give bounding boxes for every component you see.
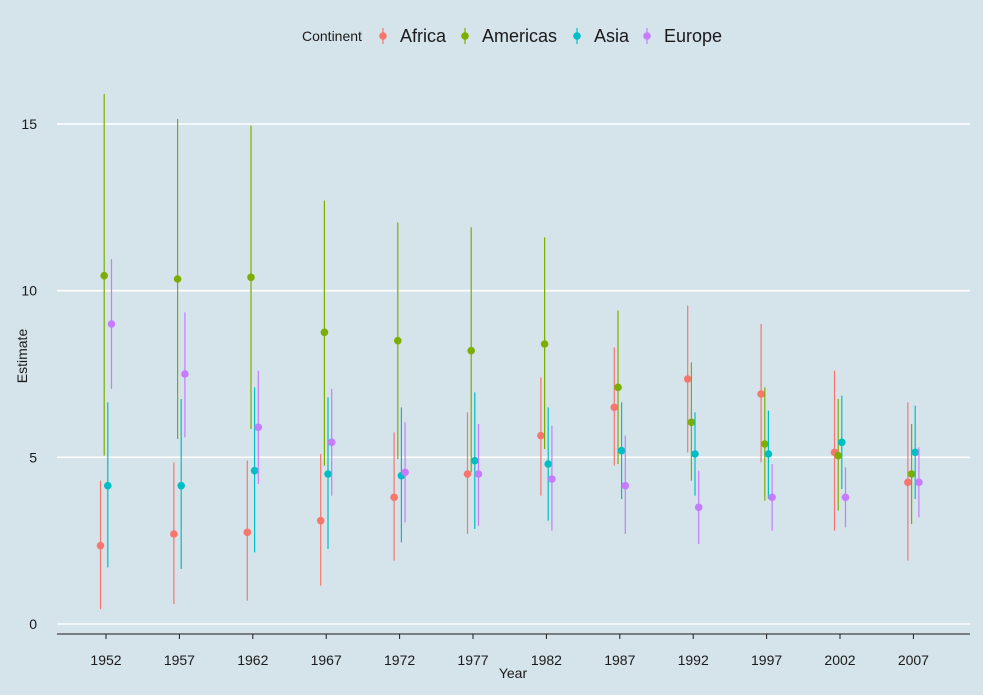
point-asia-1977 [471,456,479,465]
point-asia-1957 [177,481,185,490]
point-europe-1952 [107,320,116,328]
x-axis: 1952 1957 1962 1967 1972 1977 1982 1987 1992 1997… [57,633,970,668]
legend-key-point-americas [461,32,469,40]
y-tick-label-10: 10 [21,283,37,299]
x-tick-label-2002: 2002 [824,652,855,668]
legend-key-asia [573,28,581,44]
point-asia-2002 [838,438,846,447]
point-europe-1962 [254,423,263,432]
x-tick-label-1952: 1952 [90,652,121,668]
point-europe-1972 [401,468,409,477]
point-africa-1982 [537,431,545,440]
legend-key-americas [461,28,469,44]
point-asia-1982 [544,460,552,468]
y-tick-label-0: 0 [29,616,37,632]
x-tick-label-1957: 1957 [164,652,195,668]
point-americas-1957 [173,275,182,283]
x-tick-label-1967: 1967 [311,652,342,668]
point-africa-1997 [757,390,765,398]
point-africa-1992 [683,375,692,383]
legend-label-africa: Africa [400,26,447,46]
legend-key-europe [643,28,651,44]
y-axis: 0 5 10 15 [21,116,37,632]
series-asia [104,387,919,569]
x-tick-label-1962: 1962 [237,652,268,668]
point-americas-1997 [761,440,769,448]
legend-title: Continent [302,28,362,44]
point-africa-2007 [904,478,912,487]
x-tick-label-1977: 1977 [457,652,488,668]
point-europe-1982 [548,475,556,483]
point-americas-2002 [834,451,842,460]
legend-label-americas: Americas [482,26,557,46]
point-asia-1962 [250,466,259,475]
legend: Continent Africa Americas Asia Europe [302,26,722,46]
x-tick-label-1992: 1992 [678,652,709,668]
point-americas-1977 [467,346,476,355]
x-tick-label-1987: 1987 [604,652,635,668]
legend-label-europe: Europe [664,26,722,46]
legend-key-point-asia [573,32,581,40]
data-marks [96,94,923,609]
point-europe-1957 [181,370,189,378]
point-asia-1987 [617,446,626,455]
y-tick-label-5: 5 [29,449,37,465]
point-americas-1952 [100,271,108,280]
point-asia-1992 [691,450,699,458]
x-tick-label-1972: 1972 [384,652,415,668]
legend-key-africa [379,28,387,44]
x-axis-title: Year [499,665,528,681]
point-africa-1952 [96,541,105,550]
point-asia-1997 [764,450,773,458]
point-asia-1952 [104,481,112,490]
point-europe-1977 [474,470,483,478]
legend-key-point-africa [379,32,387,40]
point-americas-1962 [247,273,255,282]
point-europe-1967 [327,438,336,447]
point-americas-2007 [907,470,916,478]
point-africa-1987 [610,403,619,412]
x-tick-label-1997: 1997 [751,652,782,668]
point-americas-1982 [540,340,549,348]
legend-key-point-europe [643,32,651,40]
series-europe [107,259,923,544]
point-africa-1972 [390,493,398,502]
point-africa-1957 [170,530,178,538]
y-axis-title: Estimate [14,329,30,384]
y-tick-label-15: 15 [21,116,37,132]
point-africa-1962 [243,528,252,537]
point-africa-1977 [463,470,472,478]
point-americas-1967 [320,328,329,337]
point-europe-1987 [621,481,630,490]
point-europe-1992 [694,503,703,512]
point-europe-2002 [841,493,850,502]
series-africa [96,305,912,609]
point-americas-1992 [687,418,696,427]
legend-label-asia: Asia [594,26,630,46]
point-asia-2007 [911,448,919,457]
point-asia-1967 [324,470,332,478]
x-tick-label-2007: 2007 [898,652,929,668]
point-americas-1987 [614,383,622,392]
grid-lines [57,123,970,625]
point-africa-1967 [316,516,325,525]
x-tick-label-1982: 1982 [531,652,562,668]
series-americas [100,94,916,524]
point-europe-2007 [915,478,923,487]
point-europe-1997 [768,493,776,502]
point-americas-1972 [394,336,402,345]
